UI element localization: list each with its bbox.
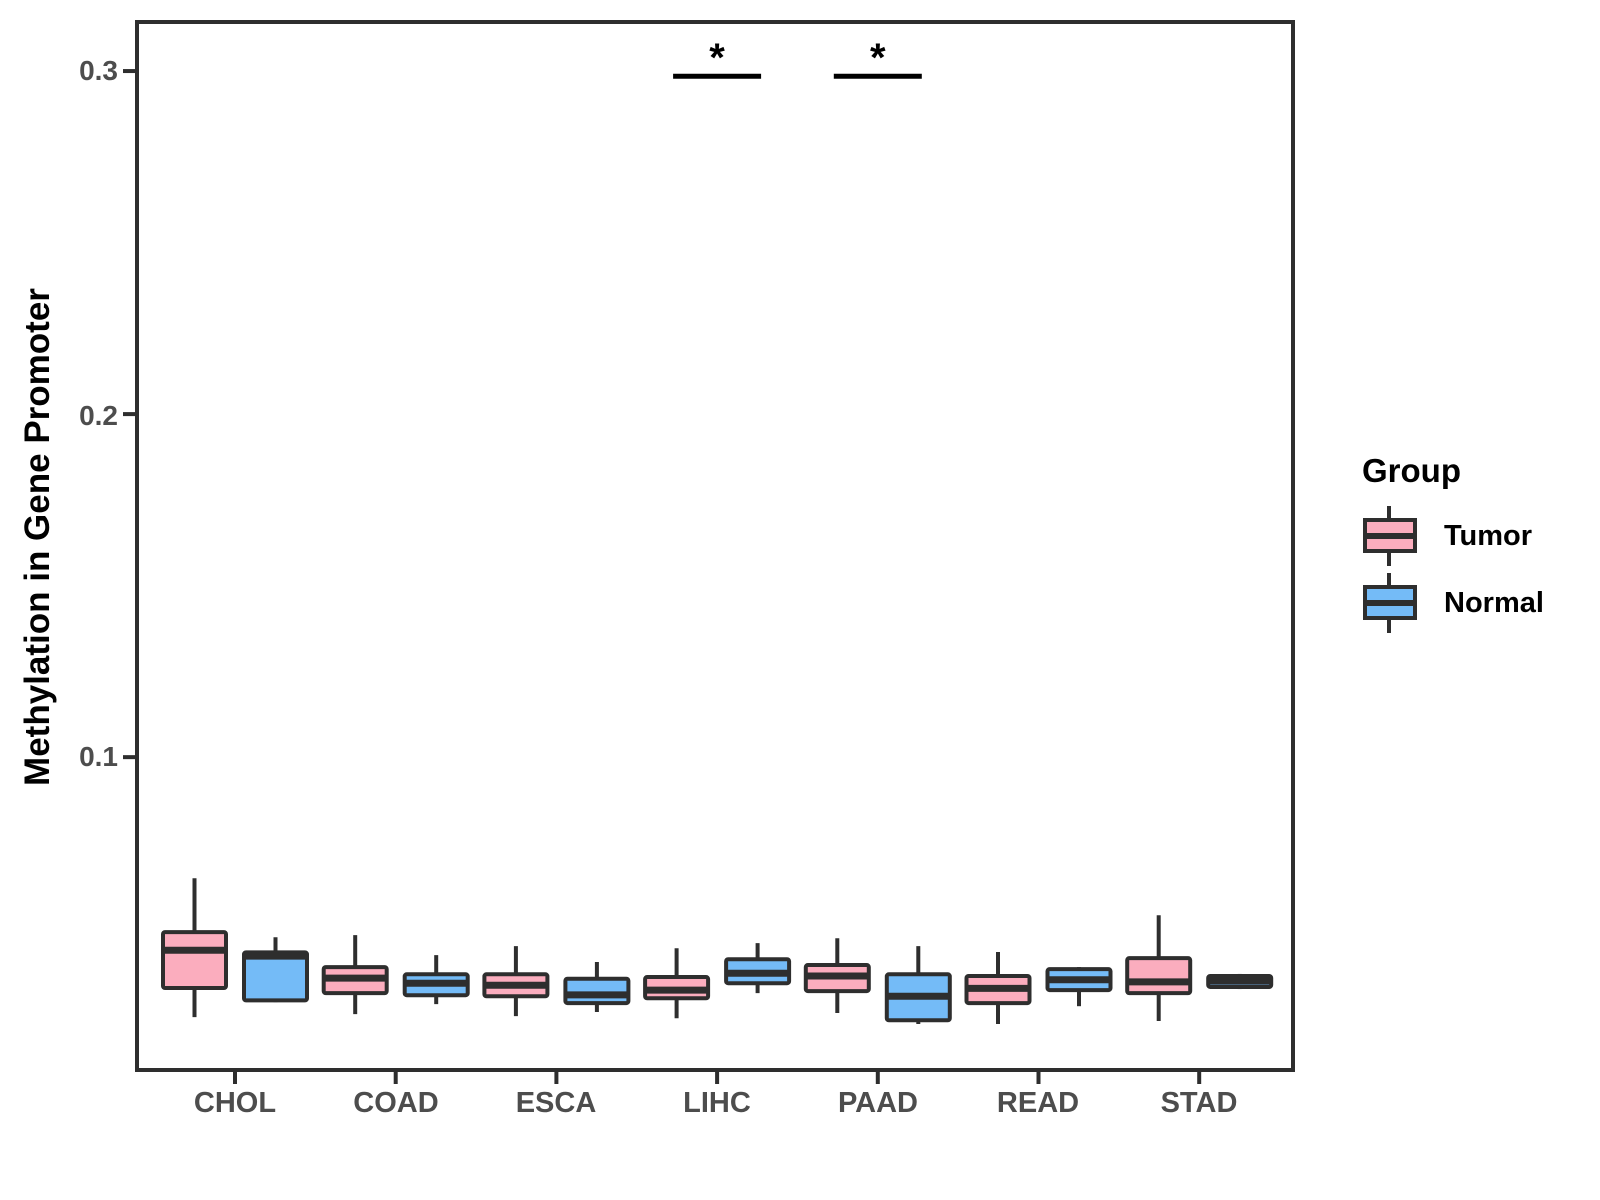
legend-entry-tumor: Tumor [1362, 505, 1532, 567]
boxplot-stad-tumor [1125, 915, 1193, 1021]
boxplot-esca-normal [563, 961, 631, 1013]
boxplot-paad-normal [884, 946, 952, 1025]
x-tick-label-lihc: LIHC [683, 1087, 751, 1119]
boxplot-esca-tumor [482, 946, 550, 1017]
tumor-boxplot-key-icon [1362, 505, 1418, 567]
key-box [1363, 518, 1417, 553]
boxplot-read-normal [1045, 967, 1113, 1007]
key-box [1363, 585, 1417, 620]
box-iqr [1125, 956, 1193, 996]
box-iqr [161, 930, 228, 991]
x-tick-label-coad: COAD [353, 1087, 439, 1119]
boxplot-lihc-normal [724, 943, 792, 994]
significance-paad: * [833, 36, 922, 80]
y-tick-label-0-2: 0.2 [79, 400, 118, 431]
boxplot-coad-tumor [321, 935, 389, 1015]
x-tick-label-stad: STAD [1160, 1087, 1238, 1119]
boxplot-stad-normal [1206, 973, 1274, 990]
y-tick-label-0-1: 0.1 [79, 741, 118, 772]
key-median [1367, 599, 1413, 606]
legend: Group Tumor Normal [1362, 452, 1600, 692]
boxplot-lihc-tumor [643, 948, 711, 1019]
box-iqr [242, 950, 309, 1003]
legend-label-normal: Normal [1444, 586, 1544, 619]
significance-star: * [709, 36, 725, 80]
box-iqr [563, 976, 631, 1006]
boxplot-chol-normal [242, 937, 309, 1003]
panel-border [135, 20, 1295, 1072]
legend-title: Group [1362, 452, 1461, 489]
boxplot-paad-tumor [803, 938, 871, 1014]
legend-entry-normal: Normal [1362, 572, 1544, 634]
boxplot-chol-tumor [161, 878, 228, 1018]
boxplot-coad-normal [402, 955, 470, 1005]
significance-star: * [870, 36, 886, 80]
x-tick-label-esca: ESCA [515, 1087, 597, 1119]
y-axis-title: Methylation in Gene Promoter [18, 288, 57, 786]
significance-lihc: * [673, 36, 762, 80]
y-tick-label-0-3: 0.3 [79, 55, 118, 86]
x-tick-label-chol: CHOL [193, 1087, 277, 1119]
legend-label-tumor: Tumor [1444, 519, 1533, 552]
key-median [1367, 532, 1413, 539]
x-tick-label-paad: PAAD [837, 1087, 919, 1119]
x-tick-label-read: READ [996, 1087, 1080, 1119]
normal-boxplot-key-icon [1362, 572, 1418, 634]
boxplot-read-tumor [964, 951, 1032, 1025]
